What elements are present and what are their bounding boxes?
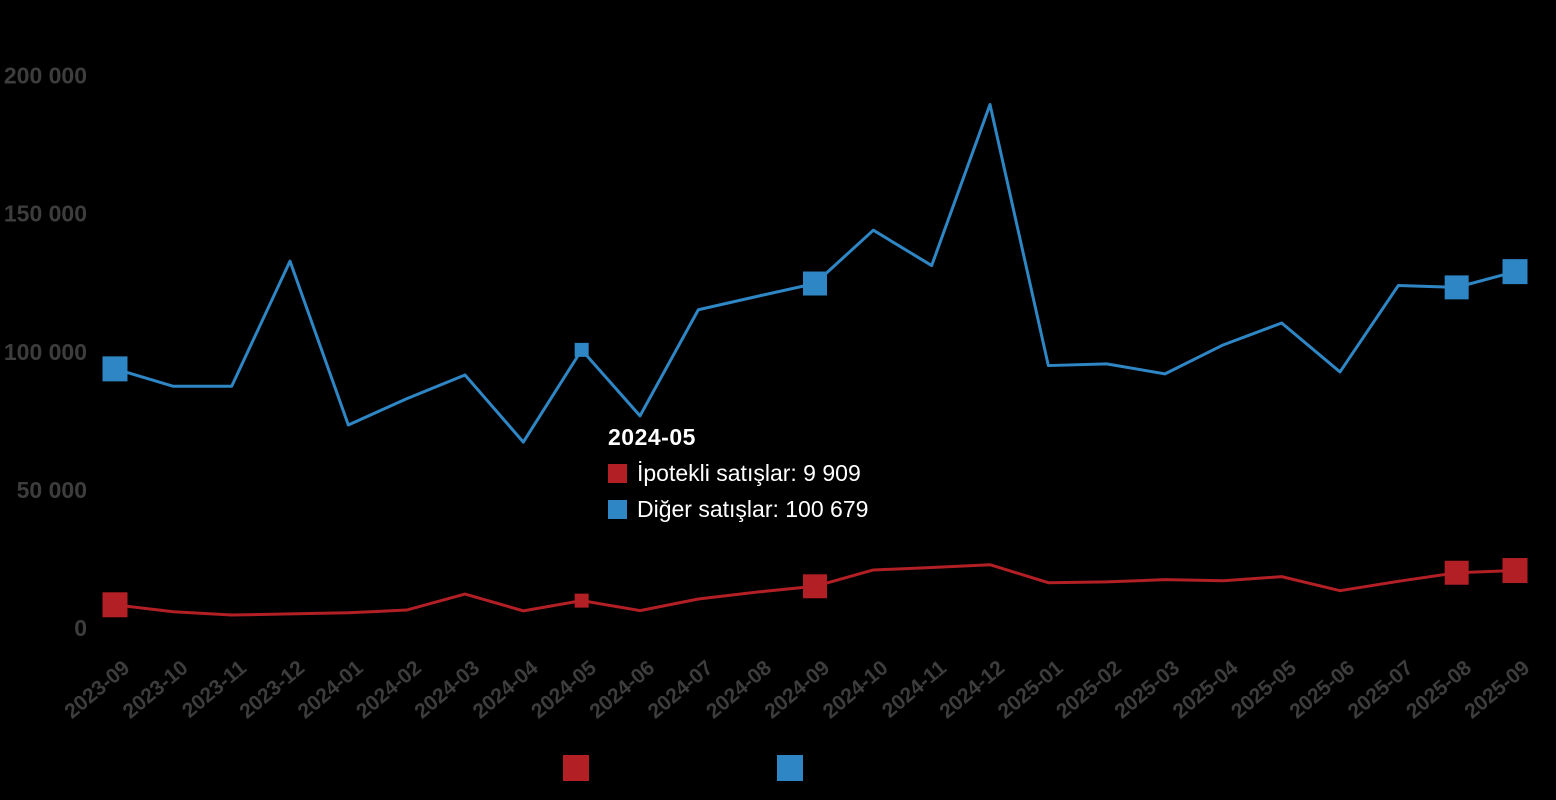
x-axis-tick-label: 2023-10 (119, 656, 193, 723)
data-point-marker[interactable] (1444, 275, 1469, 300)
data-point-marker[interactable] (1444, 560, 1469, 585)
y-axis-tick-label: 100 000 (4, 339, 87, 365)
legend-swatch-diger-icon[interactable] (777, 755, 803, 781)
y-axis-tick-label: 50 000 (17, 477, 87, 503)
x-axis-tick-label: 2024-10 (819, 656, 893, 723)
x-axis-tick-label: 2025-04 (1169, 656, 1243, 723)
tooltip-text-ipotekli: İpotekli satışlar: 9 909 (637, 460, 861, 486)
y-axis-tick-label: 0 (74, 615, 87, 641)
x-axis-tick-label: 2025-05 (1227, 656, 1301, 723)
x-axis-tick-label: 2024-04 (469, 656, 543, 723)
x-axis-tick-label: 2024-12 (935, 656, 1009, 723)
data-point-marker[interactable] (574, 342, 589, 357)
x-axis-tick-label: 2025-08 (1402, 656, 1476, 723)
tooltip-row-diger: Diğer satışlar: 100 679 (608, 496, 868, 523)
data-point-marker[interactable] (803, 271, 827, 296)
data-point-marker[interactable] (1502, 259, 1528, 285)
y-axis-tick-label: 200 000 (4, 63, 87, 89)
legend-swatch-ipotekli-icon[interactable] (563, 755, 589, 781)
x-axis-tick-label: 2024-08 (702, 656, 776, 723)
x-axis-tick-label: 2025-06 (1285, 656, 1359, 723)
tooltip-row-ipotekli: İpotekli satışlar: 9 909 (608, 460, 868, 487)
x-axis-tick-label: 2024-02 (352, 656, 426, 723)
x-axis-tick-label: 2023-12 (235, 656, 309, 723)
x-axis-tick-label: 2025-01 (994, 656, 1068, 723)
tooltip-text-diger: Diğer satışlar: 100 679 (637, 496, 869, 522)
data-point-marker[interactable] (102, 592, 128, 618)
x-axis-tick-label: 2024-01 (294, 656, 368, 723)
tooltip: 2024-05 İpotekli satışlar: 9 909 Diğer s… (608, 424, 868, 523)
x-axis-tick-label: 2025-03 (1110, 656, 1184, 723)
x-axis-tick-label: 2024-05 (527, 656, 601, 723)
x-axis-tick-label: 2024-09 (760, 656, 834, 723)
x-axis-tick-label: 2024-03 (410, 656, 484, 723)
data-point-marker[interactable] (102, 356, 128, 382)
tooltip-title: 2024-05 (608, 424, 696, 450)
tooltip-swatch-diger-icon (608, 500, 627, 519)
x-axis-tick-label: 2024-07 (644, 656, 718, 723)
data-point-marker[interactable] (574, 593, 589, 608)
x-axis-tick-label: 2024-06 (585, 656, 659, 723)
x-axis-tick-label: 2025-09 (1460, 656, 1534, 723)
x-axis-tick-label: 2025-02 (1052, 656, 1126, 723)
data-point-marker[interactable] (1502, 558, 1528, 584)
y-axis-tick-label: 150 000 (4, 201, 87, 227)
data-point-marker[interactable] (803, 574, 827, 599)
tooltip-swatch-ipotekli-icon (608, 464, 627, 483)
x-axis-tick-label: 2023-09 (60, 656, 134, 723)
x-axis-tick-label: 2025-07 (1344, 656, 1418, 723)
